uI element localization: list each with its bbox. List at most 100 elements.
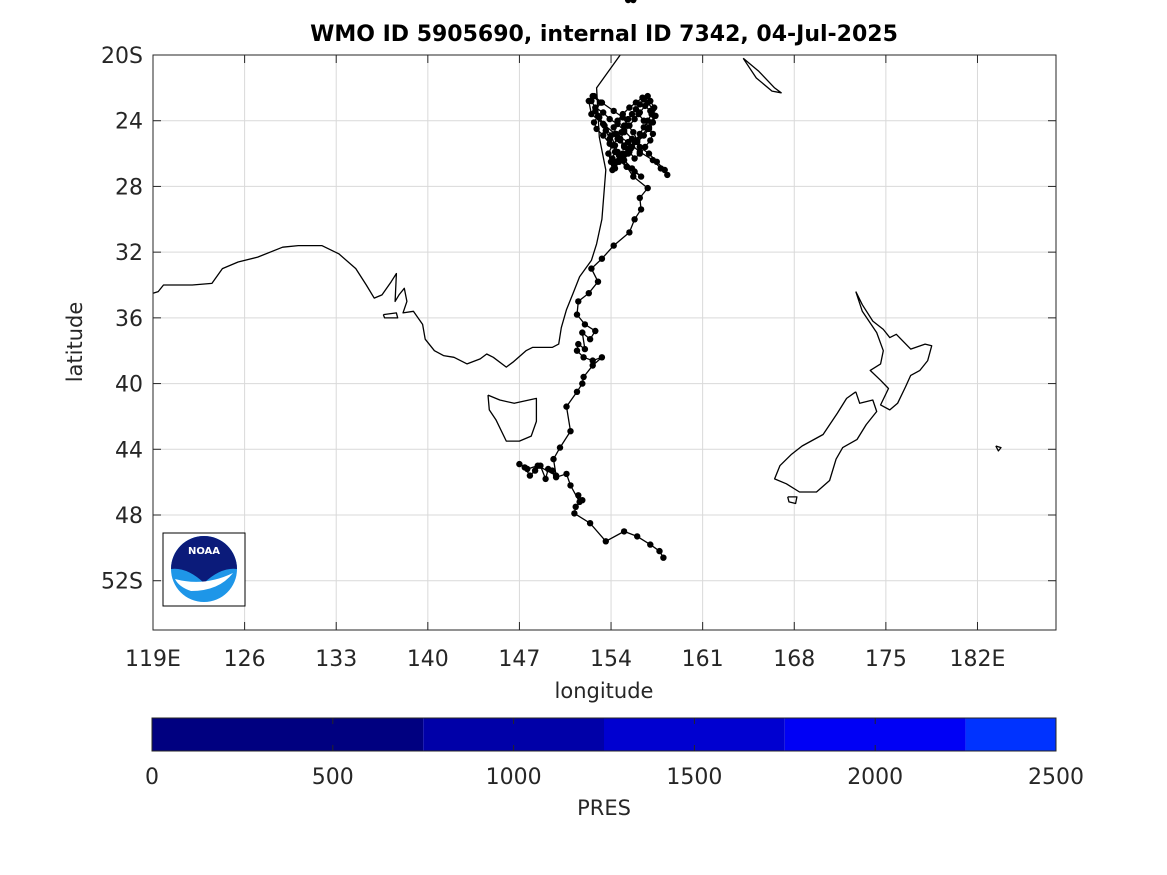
profile-point [636, 194, 643, 202]
profile-point [645, 124, 653, 131]
profile-point [626, 122, 633, 129]
profile-point [588, 97, 595, 105]
profile-point [571, 510, 578, 517]
profile-point [602, 127, 609, 134]
y-tick-label: 24 [115, 110, 143, 135]
profile-point [572, 503, 579, 510]
profile-point [624, 115, 632, 123]
profile-point [606, 135, 613, 142]
x-tick-label: 147 [498, 647, 540, 672]
profile-point [563, 470, 570, 478]
profile-point [588, 110, 595, 118]
profile-point [594, 112, 602, 120]
profile-point [589, 357, 596, 364]
profile-point [653, 158, 660, 165]
profile-point [617, 135, 624, 142]
profile-point [600, 120, 607, 128]
stewart-island-coastline [787, 496, 798, 505]
profile-point [576, 498, 583, 506]
profile-point [647, 107, 654, 115]
profile-point [545, 465, 552, 473]
profile-point [613, 158, 620, 165]
profile-point [664, 171, 671, 179]
profile-point [611, 148, 619, 156]
y-tick-label: 36 [115, 307, 143, 332]
profile-point [631, 216, 638, 223]
profile-point [648, 119, 655, 126]
profile-point [660, 554, 667, 561]
profile-point [590, 92, 598, 100]
colorbar-segments [152, 718, 1056, 751]
y-axis-label: latitude [63, 302, 87, 383]
profile-point [602, 538, 609, 545]
float-track [516, 0, 671, 561]
profile-point [661, 166, 668, 174]
x-tick-label: 161 [682, 647, 724, 672]
x-tick-label: 175 [865, 647, 907, 672]
australia-coastline [152, 54, 621, 368]
profile-point [579, 380, 586, 387]
map-plot-area [153, 55, 1056, 630]
profile-point [600, 109, 607, 116]
profile-point [630, 129, 637, 136]
profile-point [567, 482, 574, 489]
y-tick-label: 40 [115, 373, 143, 398]
noaa-logo-icon: NOAA [162, 532, 246, 607]
chatham-island-coastline [995, 445, 1002, 452]
profile-point [620, 122, 628, 129]
coastlines [152, 54, 1002, 505]
profile-point [630, 173, 637, 180]
profile-point [592, 104, 599, 111]
profile-point [526, 472, 534, 479]
profile-point [581, 321, 589, 328]
profile-point [623, 163, 630, 170]
profile-point [609, 142, 616, 149]
y-tick-label: 32 [115, 241, 143, 266]
profile-point [647, 137, 654, 144]
profile-point [573, 347, 581, 354]
profile-point [556, 444, 564, 451]
profile-point [626, 229, 633, 236]
profile-point [620, 156, 628, 164]
tasmania-coastline [487, 394, 538, 442]
x-axis-label: longitude [555, 679, 654, 703]
y-tick-label: 28 [115, 175, 143, 200]
profile-point [645, 150, 653, 157]
profile-point [644, 184, 651, 192]
profile-point [579, 329, 586, 336]
profile-point [600, 132, 607, 139]
profile-point [628, 110, 636, 118]
profile-point [647, 541, 654, 548]
x-tick-label: 168 [773, 647, 815, 672]
profile-point [550, 455, 557, 463]
profile-point [610, 107, 617, 115]
profile-point [592, 327, 599, 335]
profile-point [637, 206, 645, 213]
profile-point [610, 124, 617, 131]
profile-point [531, 467, 539, 474]
colorbar-tick-label: 500 [312, 765, 354, 790]
x-tick-label: 154 [590, 647, 632, 672]
new-caledonia-coastline [742, 57, 782, 94]
profile-point [586, 336, 594, 343]
profile-point [563, 403, 570, 410]
profile-point [534, 462, 541, 469]
profile-point [637, 132, 645, 139]
profile-point [637, 173, 645, 180]
x-tick-label: 126 [224, 647, 266, 672]
profile-point [567, 428, 574, 435]
profile-point [605, 150, 612, 157]
profile-point [613, 130, 620, 138]
colorbar-tick-label: 1000 [486, 765, 542, 790]
y-tick-label: 44 [115, 438, 143, 463]
y-tick-label: 20S [101, 44, 143, 69]
profile-point [641, 102, 649, 110]
profile-point [620, 142, 628, 149]
profile-point [594, 278, 602, 285]
colorbar-segment [152, 718, 424, 751]
profile-point [580, 354, 587, 361]
y-tick-label: 48 [115, 504, 143, 529]
colorbar-tick-label: 2000 [847, 765, 903, 790]
profile-point [632, 99, 640, 106]
